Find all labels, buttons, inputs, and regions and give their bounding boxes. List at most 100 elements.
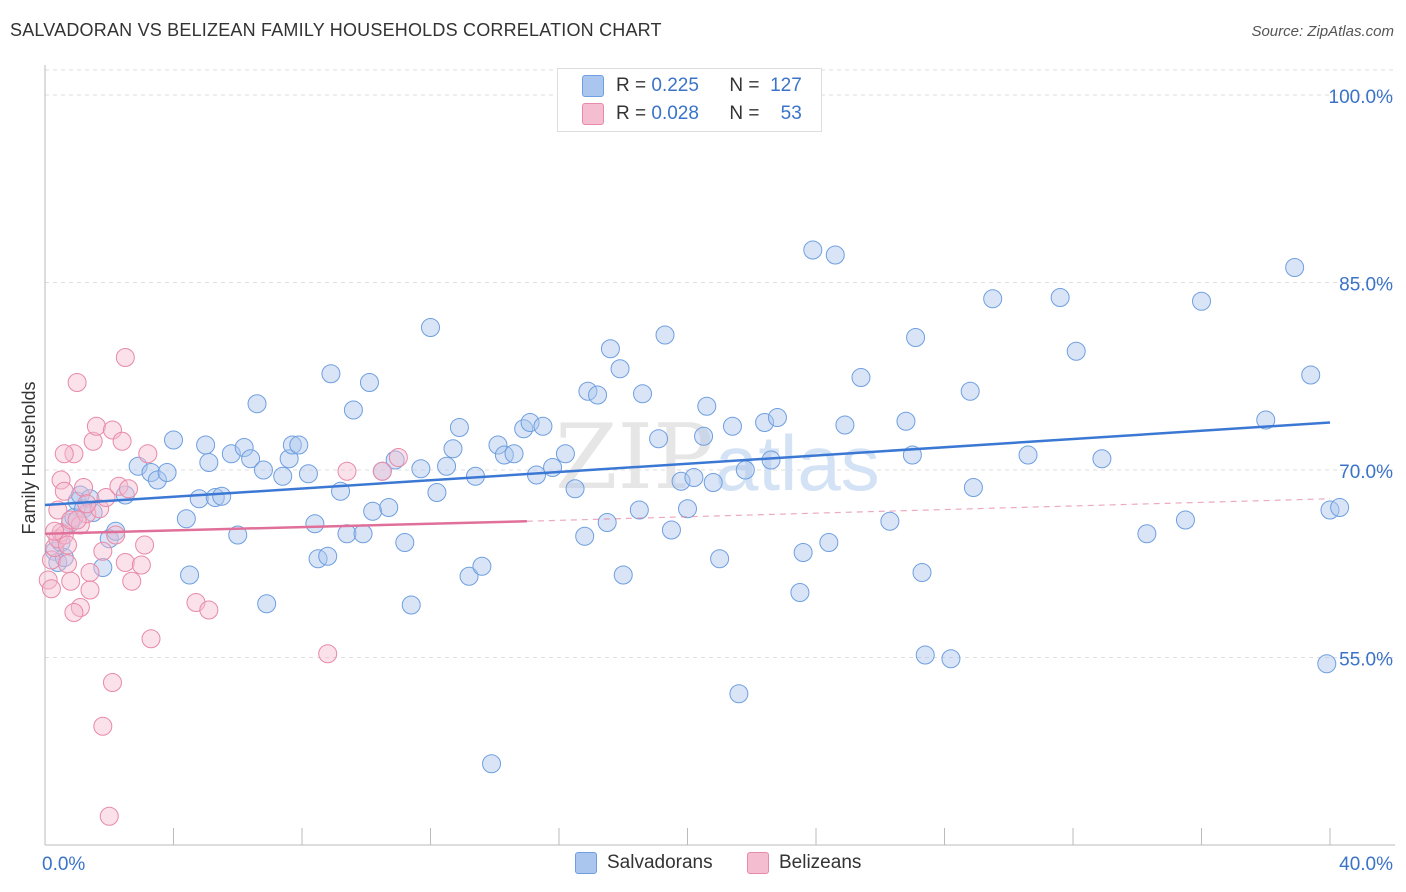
point-salvadorans <box>449 418 469 437</box>
point-salvadorans <box>851 368 871 387</box>
point-salvadorans <box>282 435 302 455</box>
point-salvadorans <box>421 318 440 337</box>
point-salvadorans <box>520 413 540 432</box>
point-belizeans <box>77 504 97 524</box>
point-belizeans <box>102 420 122 440</box>
legend-r-label: R = <box>616 75 647 96</box>
point-salvadorans <box>684 468 704 487</box>
point-belizeans <box>74 478 94 497</box>
point-belizeans <box>372 461 392 481</box>
legend-n-value-belizeans: 53 <box>780 103 802 124</box>
point-salvadorans <box>1050 288 1070 307</box>
point-salvadorans <box>494 445 514 465</box>
point-salvadorans <box>661 520 681 540</box>
point-salvadorans <box>1301 365 1321 385</box>
point-salvadorans <box>941 649 961 669</box>
point-salvadorans <box>180 565 200 585</box>
point-salvadorans <box>99 529 119 549</box>
point-salvadorans <box>147 470 167 490</box>
point-belizeans <box>337 461 357 481</box>
point-salvadorans <box>443 439 463 459</box>
point-salvadorans <box>735 460 755 480</box>
point-salvadorans <box>427 483 447 502</box>
tick-labels: 55.0% 70.0% 85.0% 100.0% 0.0% 40.0% Family Hou… <box>19 87 1393 875</box>
watermark-atlas: atlas <box>715 419 880 507</box>
y-axis-title: Family Households <box>19 381 39 534</box>
point-salvadorans <box>363 501 383 521</box>
point-salvadorans <box>790 583 810 602</box>
point-salvadorans <box>93 558 113 577</box>
point-belizeans <box>106 525 126 545</box>
point-salvadorans <box>825 245 845 265</box>
point-salvadorans <box>437 456 457 476</box>
point-belizeans <box>51 470 71 490</box>
legend-row-salvadorans: R = 0.225 N = 127 <box>582 73 802 99</box>
point-salvadorans <box>678 499 697 519</box>
point-belizeans <box>93 716 113 736</box>
x-tick-label: 40.0% <box>1339 854 1393 875</box>
point-belizeans <box>90 499 110 519</box>
point-belizeans <box>70 598 90 617</box>
point-salvadorans <box>555 444 575 464</box>
point-belizeans <box>388 448 408 467</box>
point-belizeans <box>93 541 113 561</box>
point-salvadorans <box>983 289 1003 309</box>
point-salvadorans <box>835 415 855 435</box>
point-salvadorans <box>1285 258 1305 277</box>
point-salvadorans <box>157 463 177 482</box>
point-salvadorans <box>273 466 293 486</box>
point-salvadorans <box>565 479 585 499</box>
point-salvadorans <box>629 500 649 520</box>
point-salvadorans <box>1192 291 1211 311</box>
point-salvadorans <box>247 394 267 414</box>
point-belizeans <box>64 603 84 622</box>
point-salvadorans <box>353 524 373 544</box>
point-belizeans <box>67 373 87 392</box>
point-belizeans <box>99 806 119 826</box>
point-belizeans <box>119 479 139 499</box>
point-salvadorans <box>253 460 273 480</box>
legend-swatch-salvadorans <box>582 75 604 97</box>
point-salvadorans <box>212 486 232 506</box>
point-belizeans <box>45 521 65 541</box>
bottom-legend-label-belizeans: Belizeans <box>779 852 862 873</box>
legend-swatch-belizeans <box>582 103 604 125</box>
x-tick-label: 0.0% <box>42 854 85 875</box>
point-belizeans <box>54 444 74 464</box>
point-salvadorans <box>1092 449 1112 469</box>
y-tick-label: 100.0% <box>1329 87 1394 108</box>
point-salvadorans <box>305 514 325 534</box>
point-salvadorans <box>189 489 209 509</box>
point-salvadorans <box>199 453 219 472</box>
point-salvadorans <box>912 563 932 582</box>
point-salvadorans <box>1256 410 1276 430</box>
point-salvadorans <box>819 533 839 552</box>
point-salvadorans <box>600 339 620 359</box>
trend-layer <box>44 421 1331 535</box>
point-salvadorans <box>880 511 900 531</box>
point-salvadorans <box>633 384 653 404</box>
point-belizeans <box>115 553 135 572</box>
bottom-legend-belizeans: Belizeans <box>747 852 861 874</box>
point-salvadorans <box>767 408 787 427</box>
legend-r-label: R = <box>616 103 647 124</box>
point-salvadorans <box>613 565 633 585</box>
point-salvadorans <box>655 325 675 345</box>
point-belizeans <box>131 555 151 575</box>
point-salvadorans <box>318 546 338 566</box>
point-salvadorans <box>915 645 935 665</box>
point-salvadorans <box>896 411 916 431</box>
legend-r-value-belizeans: 0.028 <box>651 103 699 124</box>
point-belizeans <box>41 579 61 599</box>
point-salvadorans <box>1317 654 1337 674</box>
point-salvadorans <box>1018 445 1038 465</box>
point-salvadorans <box>196 435 216 455</box>
point-salvadorans <box>228 525 248 545</box>
point-belizeans <box>67 510 87 530</box>
point-salvadorans <box>141 463 161 482</box>
point-salvadorans <box>960 381 980 401</box>
legend-n-value-salvadorans: 127 <box>770 75 802 96</box>
legend-box: R = 0.225 N = 127 R = 0.028 N = 53 <box>557 68 822 132</box>
point-salvadorans <box>504 444 524 464</box>
